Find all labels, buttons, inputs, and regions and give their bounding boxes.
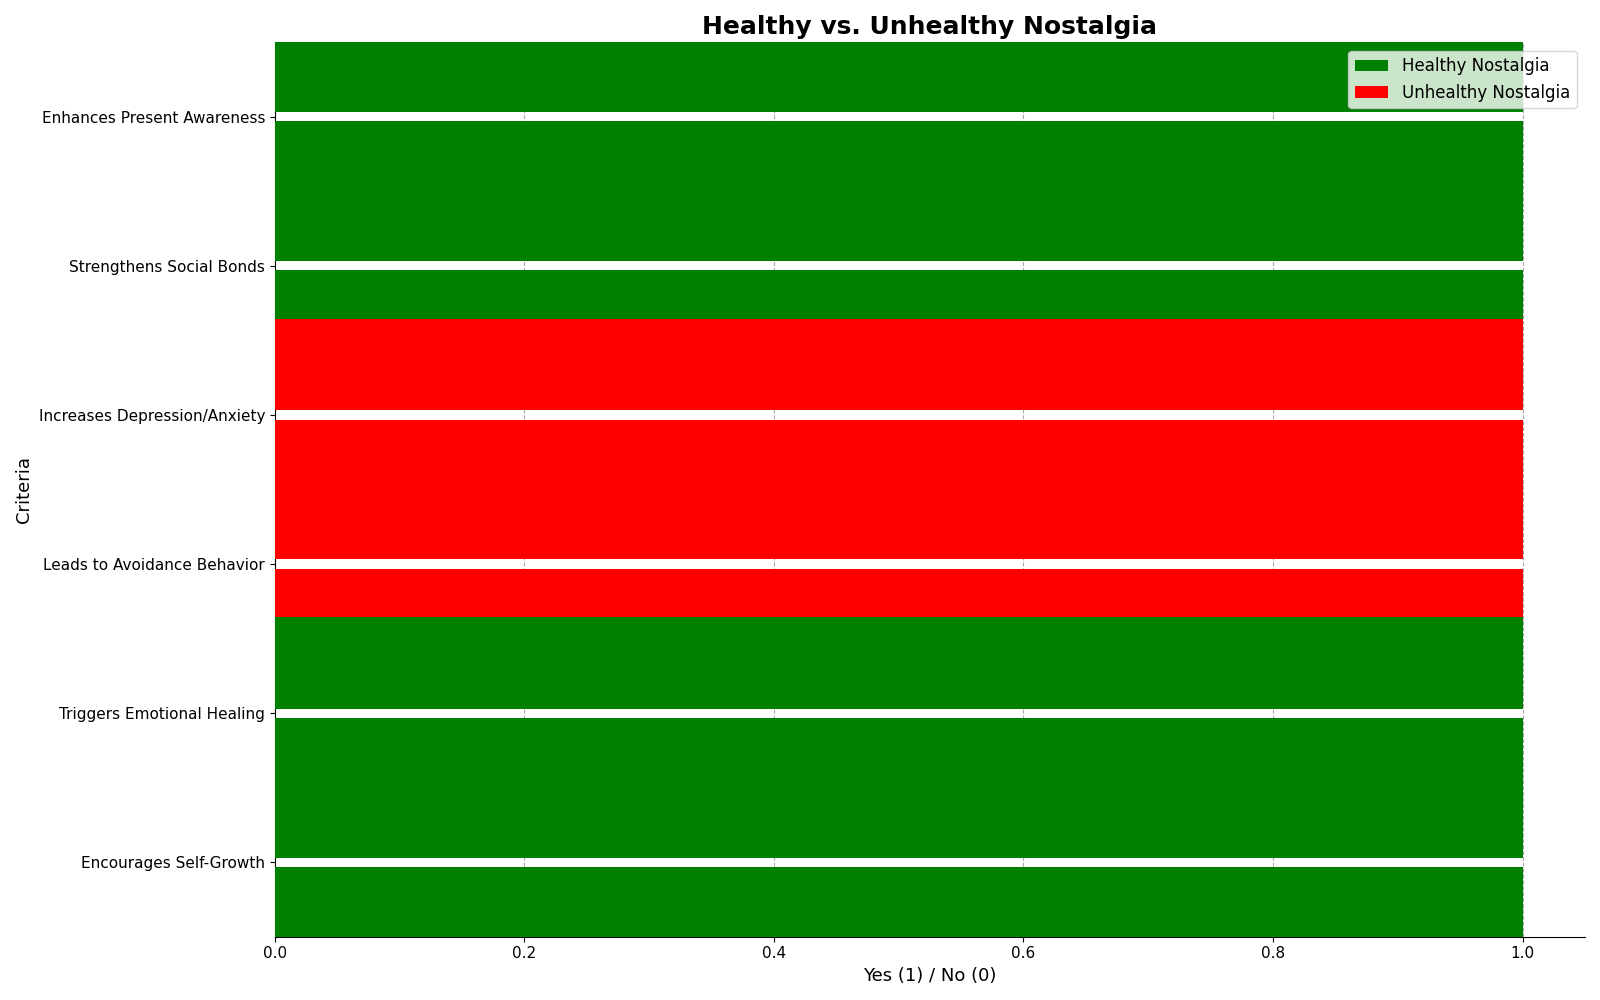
Bar: [275, 21, 1523, 112]
Bar: [275, 420, 1523, 511]
Y-axis label: Criteria: Criteria: [14, 456, 34, 523]
Bar: [275, 617, 1523, 709]
Bar: [275, 121, 1523, 213]
Title: Healthy vs. Unhealthy Nostalgia: Healthy vs. Unhealthy Nostalgia: [702, 15, 1157, 39]
Bar: [275, 468, 1523, 559]
Bar: [275, 867, 1523, 958]
Bar: [275, 270, 1523, 362]
Bar: [275, 569, 1523, 660]
Bar: [275, 170, 1523, 261]
Bar: [275, 766, 1523, 858]
Bar: [275, 319, 1523, 410]
Legend: Healthy Nostalgia, Unhealthy Nostalgia: Healthy Nostalgia, Unhealthy Nostalgia: [1349, 51, 1576, 108]
Bar: [275, 718, 1523, 809]
X-axis label: Yes (1) / No (0): Yes (1) / No (0): [864, 967, 997, 985]
